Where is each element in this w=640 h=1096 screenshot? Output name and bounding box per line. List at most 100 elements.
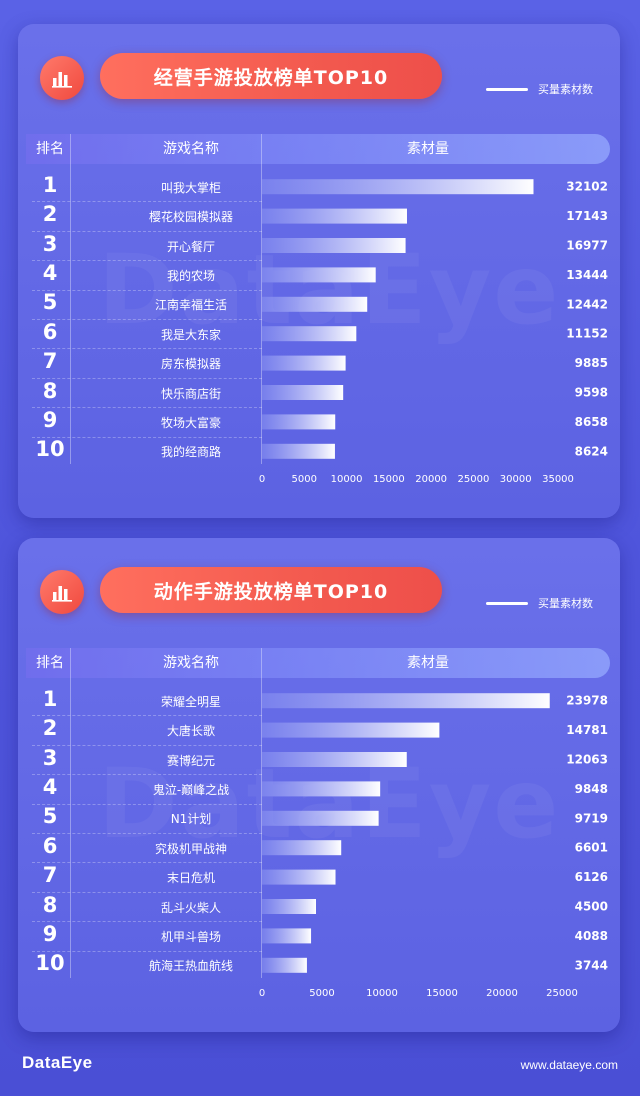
rank-number: 8 [42, 378, 58, 403]
bar [262, 781, 381, 797]
bar [262, 810, 379, 826]
bar [262, 752, 407, 767]
rank-number: 10 [35, 437, 65, 462]
rank-number: 5 [42, 804, 58, 829]
row-separator [32, 436, 262, 438]
rank-number: 3 [42, 745, 58, 770]
game-name: N1计划 [170, 812, 212, 827]
column-divider [261, 648, 262, 978]
game-name: 樱花校园模拟器 [148, 210, 233, 225]
legend-line-swatch [486, 87, 528, 91]
bar-value-label: 3744 [575, 958, 608, 972]
game-name: 牧场大富豪 [160, 415, 221, 430]
panel-business-games: DataEye 经营手游投放榜单TOP10 买量素材数 排名 游戏名称 素材量 … [18, 24, 620, 518]
bar-value-label: 17143 [566, 209, 608, 223]
column-divider [70, 648, 71, 978]
bar [262, 296, 368, 312]
column-divider [261, 134, 262, 464]
rank-number: 6 [42, 833, 58, 858]
rank-number: 10 [35, 951, 65, 976]
x-tick-label: 35000 [542, 474, 574, 485]
bar-chart-icon [40, 570, 84, 614]
game-name: 鬼泣-巅峰之战 [152, 782, 230, 797]
x-tick-label: 25000 [458, 474, 490, 485]
bar [262, 238, 406, 253]
x-tick-label: 0 [259, 474, 265, 485]
game-name: 末日危机 [166, 871, 215, 886]
header-rank: 排名 [36, 141, 64, 157]
rank-number: 6 [42, 319, 58, 344]
rank-number: 3 [42, 231, 58, 256]
x-tick-label: 20000 [486, 988, 518, 999]
bar-value-label: 4500 [575, 900, 608, 914]
bar-value-label: 14781 [566, 723, 608, 737]
bar [262, 443, 335, 459]
row-separator [32, 201, 262, 203]
row-separator [32, 260, 262, 262]
x-tick-label: 20000 [415, 474, 447, 485]
bar [262, 722, 440, 738]
row-separator [32, 407, 262, 409]
game-name: 荣耀全明星 [160, 694, 221, 709]
footer-url[interactable]: www.dataeye.com [520, 1058, 618, 1072]
game-name: 大唐长歌 [166, 724, 215, 739]
bar [262, 957, 307, 973]
bar-value-label: 9885 [575, 356, 608, 370]
bar [262, 385, 344, 400]
rank-number: 2 [42, 202, 58, 227]
header-material-count: 素材量 [407, 141, 449, 157]
bar-value-label: 11152 [566, 327, 608, 341]
legend: 买量素材数 [486, 81, 593, 97]
header-game-name: 游戏名称 [163, 141, 219, 157]
bar-value-label: 9719 [575, 811, 608, 825]
bar [262, 899, 316, 914]
header-game-name: 游戏名称 [163, 655, 219, 671]
legend: 买量素材数 [486, 595, 593, 611]
row-separator [32, 833, 262, 834]
bar-value-label: 12063 [566, 753, 608, 767]
rank-number: 1 [42, 172, 58, 197]
game-name: 我的经商路 [160, 445, 221, 460]
rank-number: 4 [42, 774, 58, 799]
bar-chart: 32102 17143 16977 13444 12442 11152 9885 9598 86… [259, 179, 608, 485]
row-separator [32, 774, 262, 776]
game-name: 机甲斗兽场 [160, 929, 221, 944]
x-tick-label: 25000 [546, 988, 578, 999]
bar [262, 840, 342, 856]
legend-label: 买量素材数 [538, 597, 593, 610]
row-separator [32, 319, 262, 320]
bar [262, 414, 336, 430]
bar-value-label: 4088 [575, 929, 608, 943]
game-name: 赛博纪元 [166, 753, 215, 768]
game-name: 江南幸福生活 [154, 298, 227, 313]
chart-title: 动作手游投放榜单TOP10 [100, 567, 442, 613]
bar-value-label: 16977 [566, 239, 608, 253]
legend-line-swatch [486, 601, 528, 605]
table-header-band [26, 134, 610, 164]
bar-value-label: 12442 [566, 297, 608, 311]
game-name: 开心餐厅 [166, 239, 215, 254]
bar [262, 326, 357, 342]
x-tick-label: 10000 [331, 474, 363, 485]
rank-number: 1 [42, 686, 58, 711]
bar [262, 693, 550, 709]
rank-number: 7 [42, 349, 58, 374]
rank-number: 7 [42, 863, 58, 888]
bar-chart-icon [40, 56, 84, 100]
row-separator [32, 921, 262, 923]
header-rank: 排名 [36, 655, 64, 671]
game-name: 究极机甲战神 [154, 841, 227, 856]
bar-value-label: 6601 [575, 841, 608, 855]
panel-action-games: DataEye 动作手游投放榜单TOP10 买量素材数 排名 游戏名称 素材量 … [18, 538, 620, 1032]
legend-label: 买量素材数 [538, 83, 593, 96]
bar-value-label: 8624 [575, 444, 608, 458]
row-separator [32, 377, 262, 379]
row-separator [32, 862, 262, 864]
row-separator [32, 891, 262, 893]
x-tick-label: 5000 [309, 988, 334, 999]
header-material-count: 素材量 [407, 655, 449, 671]
bar-value-label: 6126 [575, 870, 608, 884]
row-separator [32, 744, 262, 746]
bar-value-label: 32102 [566, 180, 608, 194]
rank-number: 8 [42, 892, 58, 917]
